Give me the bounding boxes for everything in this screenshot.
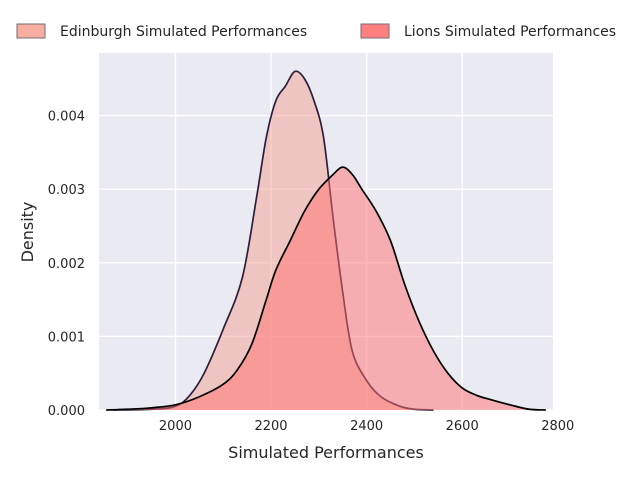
legend-item-edinburgh: Edinburgh Simulated Performances <box>16 23 307 40</box>
y-axis-ticks: 0.000 0.001 0.002 0.003 0.004 <box>48 110 85 419</box>
x-tick-label: 2200 <box>254 419 287 434</box>
x-axis-label: Simulated Performances <box>228 443 424 462</box>
legend: Edinburgh Simulated Performances Lions Si… <box>16 23 616 40</box>
legend-label-lions: Lions Simulated Performances <box>404 24 616 40</box>
y-axis-label: Density <box>18 202 37 263</box>
y-tick-label: 0.001 <box>48 330 85 345</box>
lions-density-area <box>106 167 546 410</box>
x-tick-label: 2000 <box>159 419 192 434</box>
legend-swatch-lions <box>360 23 390 39</box>
y-tick-label: 0.000 <box>48 404 85 419</box>
legend-item-lions: Lions Simulated Performances <box>360 23 616 40</box>
lions-density-line <box>106 166 546 411</box>
x-tick-label: 2800 <box>541 419 574 434</box>
legend-label-edinburgh: Edinburgh Simulated Performances <box>60 24 307 40</box>
y-tick-label: 0.003 <box>48 183 85 198</box>
x-axis-ticks: 2000 2200 2400 2600 2800 <box>159 419 574 434</box>
x-tick-label: 2600 <box>446 419 479 434</box>
series-layer <box>106 70 546 411</box>
legend-swatch-edinburgh <box>16 23 46 39</box>
y-tick-label: 0.002 <box>48 257 85 272</box>
edinburgh-density-area <box>113 71 434 410</box>
y-tick-label: 0.004 <box>48 110 85 125</box>
x-tick-label: 2400 <box>350 419 383 434</box>
